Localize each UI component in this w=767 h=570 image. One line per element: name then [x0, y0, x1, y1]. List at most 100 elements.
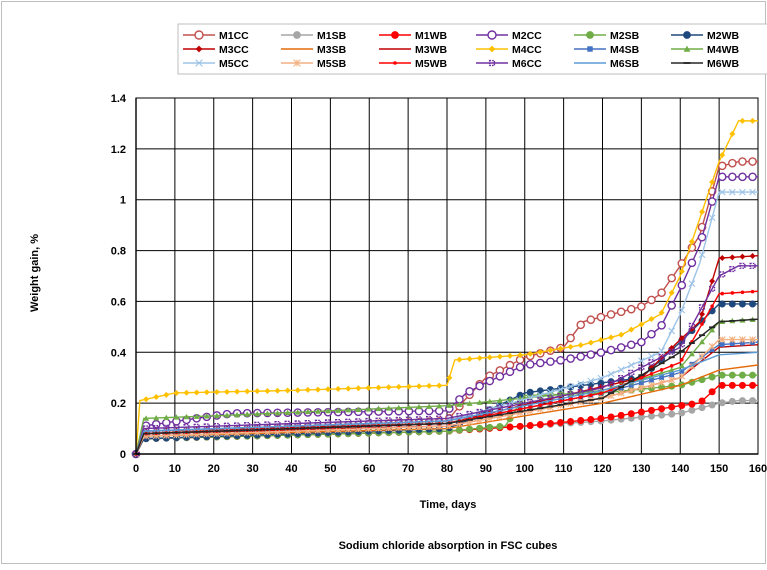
data-point	[203, 413, 210, 419]
data-point	[496, 397, 503, 403]
x-tick-label: 90	[480, 463, 492, 475]
data-point	[244, 388, 251, 395]
data-point	[750, 289, 755, 294]
data-point	[345, 385, 352, 392]
data-point	[628, 369, 635, 376]
legend-marker	[586, 31, 594, 39]
data-point	[496, 423, 504, 431]
data-point	[355, 406, 362, 412]
data-point	[355, 385, 362, 392]
data-point	[688, 400, 696, 408]
legend-entry-m6wb: M6WB	[671, 58, 739, 70]
data-point	[578, 395, 583, 400]
data-point	[183, 389, 190, 396]
data-point	[658, 379, 665, 386]
data-point	[616, 343, 626, 352]
data-point	[577, 380, 585, 388]
x-tick-label: 30	[247, 463, 259, 475]
data-point	[335, 407, 342, 413]
data-point	[587, 416, 595, 424]
data-point	[576, 320, 586, 330]
data-point	[223, 388, 230, 395]
series-markers	[133, 316, 756, 457]
data-point	[717, 161, 727, 171]
legend-label: M3SB	[317, 44, 347, 56]
legend-label: M2CC	[512, 30, 542, 42]
data-point	[264, 410, 271, 416]
data-point	[618, 375, 625, 382]
data-point	[153, 414, 160, 421]
legend-label: M5WB	[415, 58, 447, 70]
data-point	[405, 383, 412, 390]
legend-label: M2SB	[610, 30, 640, 42]
data-point	[739, 253, 746, 260]
legend-entry-m5sb: M5SB	[281, 58, 347, 70]
data-point	[698, 304, 706, 311]
legend-label: M6CC	[512, 58, 542, 70]
y-tick-label: 0.2	[111, 398, 126, 410]
data-point	[547, 388, 554, 396]
legend-label: M1WB	[415, 30, 447, 42]
legend-entry-m2wb: M2WB	[671, 30, 739, 42]
data-point	[738, 371, 746, 379]
data-point	[688, 322, 696, 329]
data-point	[657, 321, 666, 330]
data-point	[254, 388, 261, 395]
data-point	[466, 400, 473, 406]
x-tick-label: 160	[749, 463, 767, 475]
data-point	[749, 397, 757, 405]
data-point	[749, 381, 757, 389]
data-point	[616, 307, 626, 317]
legend-box	[177, 23, 767, 75]
legend-entry-m3sb: M3SB	[281, 44, 347, 56]
x-tick-label: 80	[441, 463, 453, 475]
data-point	[304, 408, 311, 415]
y-axis-label: Weight gain, %	[29, 234, 41, 312]
data-point	[556, 356, 565, 365]
data-point	[708, 401, 716, 409]
data-point	[749, 336, 756, 343]
data-point	[607, 380, 615, 387]
legend-entry-m5wb: M5WB	[379, 58, 447, 70]
x-tick-label: 20	[208, 463, 220, 475]
data-point	[658, 405, 666, 413]
data-point	[466, 425, 474, 433]
data-point	[325, 407, 332, 414]
data-point	[506, 423, 514, 431]
data-point	[395, 404, 402, 411]
data-point	[647, 295, 656, 305]
data-point	[639, 375, 644, 380]
legend-label: M3WB	[415, 44, 447, 56]
legend-label: M1SB	[317, 30, 347, 42]
data-point	[274, 387, 281, 394]
data-point	[720, 291, 725, 296]
data-point	[163, 414, 170, 420]
data-point	[335, 385, 342, 392]
data-point	[607, 370, 615, 378]
data-point	[738, 300, 746, 308]
y-tick-label: 0.4	[111, 347, 127, 359]
data-point	[375, 384, 382, 391]
data-point	[618, 331, 625, 338]
y-tick-label: 0.6	[111, 296, 126, 308]
data-point	[739, 262, 746, 269]
data-point	[385, 405, 392, 411]
data-point	[709, 347, 715, 353]
legend-label: M4WB	[707, 44, 739, 56]
data-point	[597, 336, 604, 343]
data-point	[304, 386, 311, 393]
data-point	[264, 387, 271, 394]
data-point	[486, 354, 493, 361]
data-point	[719, 342, 725, 347]
data-point	[707, 197, 717, 206]
data-point	[648, 352, 655, 360]
data-point	[365, 406, 372, 412]
data-point	[719, 271, 726, 278]
series-m4wb	[133, 316, 759, 457]
data-point	[375, 405, 382, 412]
chart-title: Sodium chloride absorption in FSC cubes	[339, 540, 558, 552]
data-point	[537, 349, 544, 356]
legend-entry-m2cc: M2CC	[476, 30, 542, 42]
data-point	[708, 388, 716, 396]
